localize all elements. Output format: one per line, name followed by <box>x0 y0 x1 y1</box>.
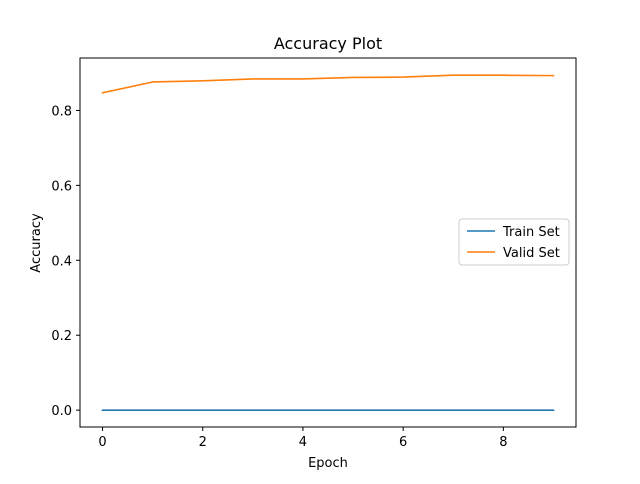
legend-label: Train Set <box>502 225 560 240</box>
y-tick-label: 0.2 <box>51 329 72 344</box>
x-tick-label: 2 <box>199 435 207 450</box>
legend-label: Valid Set <box>503 246 560 261</box>
chart-title: Accuracy Plot <box>274 34 382 53</box>
y-tick-label: 0.8 <box>51 104 72 119</box>
y-tick-label: 0.0 <box>51 404 72 419</box>
x-tick-label: 6 <box>399 435 407 450</box>
legend: Train Set Valid Set <box>459 219 569 265</box>
y-axis-label: Accuracy <box>29 213 44 273</box>
x-tick-label: 8 <box>499 435 507 450</box>
y-tick-label: 0.4 <box>51 254 72 269</box>
y-tick-label: 0.6 <box>51 179 72 194</box>
x-tick-label: 4 <box>299 435 307 450</box>
axis-ticks: 0 2 4 6 8 0.0 0.2 0.4 0.6 0.8 <box>51 104 507 450</box>
series-line-valid-set <box>103 75 554 93</box>
x-tick-label: 0 <box>98 435 106 450</box>
x-axis-label: Epoch <box>308 456 348 471</box>
